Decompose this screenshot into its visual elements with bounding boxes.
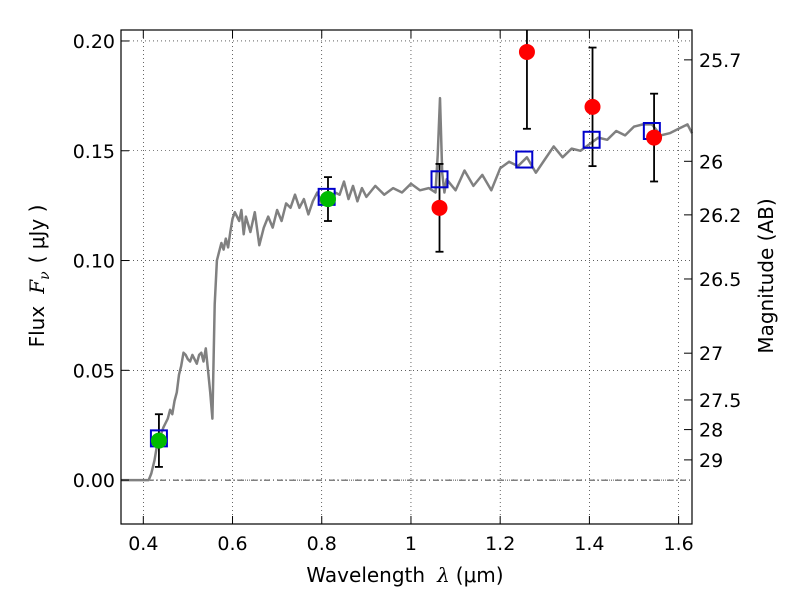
magnitude-tick-label: 26 — [699, 151, 723, 173]
x-tick-label: 0.8 — [307, 533, 337, 555]
magnitude-tick-label: 26.5 — [699, 269, 741, 291]
model-square — [430, 170, 449, 189]
magnitude-tick-label: 27.5 — [699, 390, 741, 412]
model-spectrum-line — [121, 96, 694, 482]
x-tick-label: 1.6 — [664, 533, 694, 555]
x-axis-ticks: 0.4 0.6 0.8 1 1.2 1.4 1.6 — [128, 30, 694, 555]
model-square — [515, 150, 534, 169]
data-point — [518, 43, 535, 60]
magnitude-tick-label: 28 — [699, 420, 723, 442]
error-bars — [154, 30, 659, 468]
data-point — [431, 199, 448, 216]
magnitude-tick-label: 26.2 — [699, 205, 741, 227]
x-tick-label: 0.6 — [217, 533, 247, 555]
y-axis-symbol: F — [25, 279, 49, 295]
model-photometry-squares — [149, 121, 661, 448]
y-axis-unit: ( μJy ) — [25, 205, 49, 264]
x-axis-unit: (μm) — [456, 563, 504, 587]
y-axis-label: Flux — [25, 306, 49, 348]
x-axis-label: Wavelength — [306, 563, 425, 587]
magnitude-tick-label: 25.7 — [699, 50, 741, 72]
model-square — [582, 130, 601, 149]
y-tick-label: 0.10 — [73, 251, 115, 273]
data-point — [319, 191, 336, 208]
y-tick-label: 0.00 — [73, 470, 115, 492]
x-tick-label: 1.4 — [574, 533, 604, 555]
data-point — [584, 98, 601, 115]
y-axis-ticks: 0.00 0.05 0.10 0.15 0.20 — [73, 31, 129, 492]
grid — [121, 30, 692, 524]
data-point — [646, 129, 663, 146]
x-tick-label: 1.2 — [485, 533, 515, 555]
y-axis-title: Flux Fν ( μJy ) — [25, 205, 53, 348]
x-tick-label: 0.4 — [128, 533, 158, 555]
y-tick-label: 0.15 — [73, 141, 115, 163]
data-point — [150, 432, 167, 449]
y-tick-label: 0.05 — [73, 360, 115, 382]
magnitude-tick-label: 27 — [699, 343, 723, 365]
plot-frame — [120, 29, 693, 525]
magnitude-axis-ticks: 25.7 26 26.2 26.5 27 27.5 28 29 — [684, 50, 741, 472]
x-tick-label: 1 — [405, 533, 417, 555]
y-axis-subscript: ν — [37, 271, 53, 280]
x-axis-title: Wavelength λ (μm) — [306, 563, 503, 587]
x-axis-symbol: λ — [436, 563, 450, 587]
y-tick-label: 0.20 — [73, 31, 115, 53]
observed-photometry-points — [150, 43, 663, 449]
magnitude-tick-label: 29 — [699, 450, 723, 472]
magnitude-axis-title: Magnitude (AB) — [754, 198, 778, 353]
